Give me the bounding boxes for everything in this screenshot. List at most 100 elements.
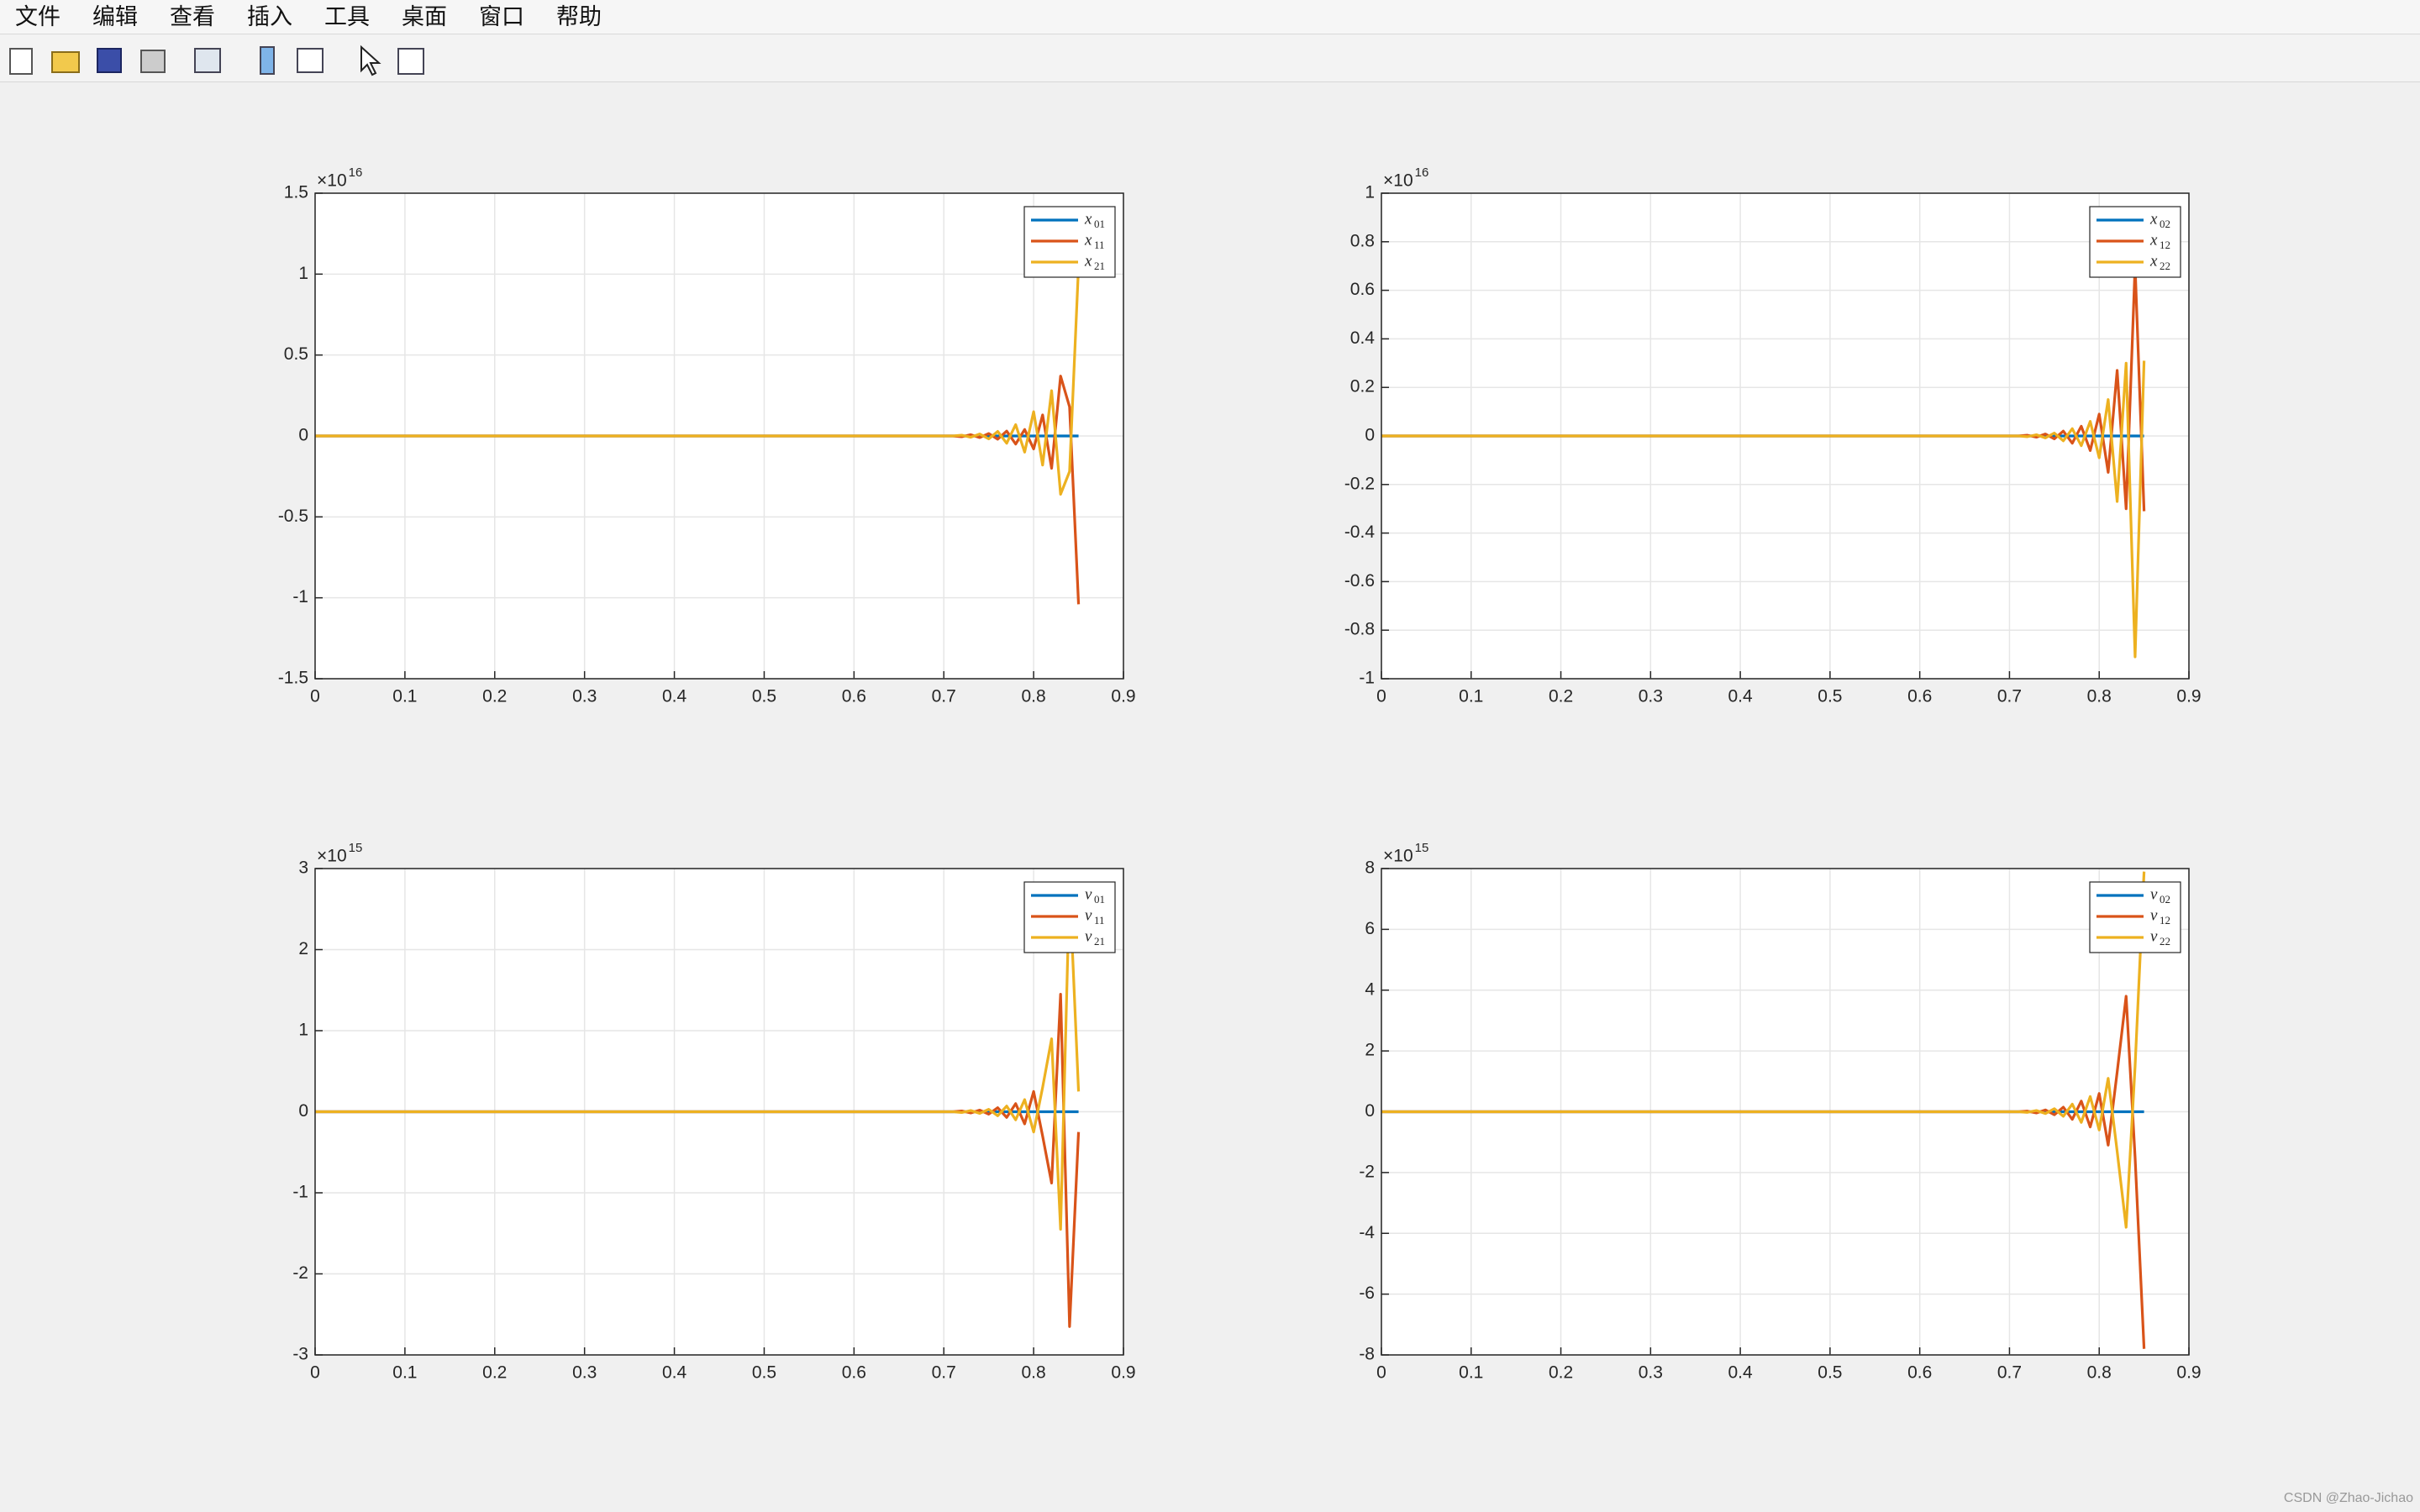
x-tick-label: 0.8: [1022, 1363, 1046, 1383]
x-tick-label: 0.5: [752, 687, 776, 706]
legend-label: x: [2149, 231, 2158, 249]
legend-label: x: [1084, 210, 1092, 228]
axes: 0 0.1 0.2 0.3 0.4 0.5 0.6 0.7 0.8 0.9-8-6-4-20246…: [1359, 841, 2201, 1383]
y-tick-label: 6: [1365, 919, 1375, 938]
x-tick-label: 0.9: [1111, 687, 1135, 706]
legend-label: v: [2150, 885, 2158, 903]
y-tick-label: 0.4: [1350, 328, 1376, 348]
menu-item[interactable]: 查看: [170, 4, 215, 29]
data-line: [315, 883, 1081, 1231]
x-tick-label: 0.4: [1728, 687, 1754, 706]
y-tick-label: -3: [292, 1345, 308, 1364]
axes: 0 0.1 0.2 0.3 0.4 0.5 0.6 0.7 0.8 0.9 -1.5 -1 -0.5 0 0…: [278, 165, 1136, 706]
menu-item[interactable]: 文件: [15, 4, 60, 29]
x-tick-label: 0.6: [1907, 1363, 1932, 1383]
y-tick-label: 0: [1365, 426, 1375, 445]
legend-subscript: 12: [2160, 914, 2170, 927]
legend-subscript: 02: [2160, 218, 2170, 230]
legend-subscript: 21: [1094, 260, 1105, 272]
y-tick-label: -2: [292, 1263, 308, 1283]
x-tick-label: 0.1: [392, 1363, 417, 1383]
x-tick-label: 0.5: [1818, 687, 1842, 706]
y-tick-label: -8: [1359, 1345, 1375, 1364]
x-tick-label: 0.2: [1549, 1363, 1573, 1383]
x-tick-label: 0.6: [842, 687, 866, 706]
y-tick-label: 1: [298, 1021, 308, 1040]
data-line: [1381, 360, 2146, 659]
y-tick-label: -6: [1359, 1284, 1375, 1303]
print-icon[interactable]: [140, 50, 166, 73]
legend-subscript: 11: [1094, 914, 1105, 927]
axes-frame: [1381, 868, 2190, 1356]
x-tick-label: 0: [310, 687, 320, 706]
y-tick-label: 0: [1365, 1101, 1375, 1121]
x-tick-label: 0.7: [932, 1363, 956, 1383]
y-tick-label: -1: [292, 1183, 308, 1202]
y-tick-label: -0.5: [278, 507, 308, 526]
legend-label: v: [2150, 906, 2158, 924]
legend-icon[interactable]: [297, 48, 324, 73]
x-tick-label: 0.7: [1997, 687, 2022, 706]
y-tick-label: 4: [1365, 979, 1375, 999]
print-preview-icon[interactable]: [194, 48, 221, 73]
data-line: [315, 265, 1081, 496]
x-tick-label: 0.1: [392, 687, 417, 706]
y-exponent: 16: [1415, 165, 1429, 180]
axes: 0 0.1 0.2 0.3 0.4 0.5 0.6 0.7 0.8 0.9-3-2-10123×1…: [292, 841, 1135, 1383]
property-editor-icon[interactable]: [397, 48, 424, 75]
y-tick-label: 0.8: [1350, 231, 1375, 250]
y-tick-label: 3: [298, 858, 308, 878]
legend-subscript: 11: [1094, 239, 1105, 251]
x-tick-label: 0: [310, 1363, 320, 1383]
legend-label: x: [2149, 252, 2158, 270]
x-tick-label: 0.2: [1549, 687, 1573, 706]
new-icon[interactable]: [9, 48, 33, 75]
menu-item[interactable]: 帮助: [556, 4, 602, 29]
x-tick-label: 0.1: [1459, 1363, 1483, 1383]
x-tick-label: 0: [1376, 687, 1386, 706]
legend-label: x: [2149, 210, 2158, 228]
menu-item[interactable]: 编辑: [92, 4, 138, 29]
legend-subscript: 22: [2160, 935, 2170, 948]
y-tick-label: -0.4: [1344, 522, 1376, 542]
open-icon[interactable]: [51, 51, 80, 73]
y-exponent: 15: [349, 841, 363, 855]
pointer-icon[interactable]: [360, 45, 381, 76]
y-tick-label: 1.5: [284, 183, 308, 202]
x-tick-label: 0.4: [662, 1363, 687, 1383]
y-exponent: 15: [1415, 841, 1429, 855]
legend-subscript: 22: [2160, 260, 2170, 272]
menu-item[interactable]: 插入: [247, 4, 292, 29]
y-tick-label: 0: [298, 1101, 308, 1121]
menu-item[interactable]: 桌面: [402, 4, 447, 29]
y-tick-label: -0.2: [1344, 474, 1375, 493]
y-multiplier: ×10: [317, 847, 347, 866]
y-tick-label: 0.2: [1350, 377, 1375, 396]
x-tick-label: 0.3: [1639, 687, 1663, 706]
y-tick-label: 2: [298, 939, 308, 958]
y-tick-label: 0.5: [284, 344, 308, 364]
legend-subscript: 12: [2160, 239, 2170, 251]
x-tick-label: 0.9: [1111, 1363, 1135, 1383]
colorbar-icon[interactable]: [260, 46, 275, 75]
x-tick-label: 0.7: [932, 687, 956, 706]
legend-label: v: [1085, 927, 1092, 945]
legend-subscript: 01: [1094, 893, 1105, 906]
save-icon[interactable]: [97, 48, 122, 73]
x-tick-label: 0.8: [2087, 1363, 2112, 1383]
legend-label: x: [1084, 252, 1092, 270]
menu-item[interactable]: 工具: [324, 4, 370, 29]
x-tick-label: 0.3: [1639, 1363, 1663, 1383]
y-tick-label: -1: [1359, 669, 1375, 688]
x-tick-label: 0.6: [1907, 687, 1932, 706]
y-tick-label: 2: [1365, 1041, 1375, 1060]
axes-frame: [314, 868, 1124, 1356]
x-tick-label: 0.8: [1022, 687, 1046, 706]
menu-item[interactable]: 窗口: [479, 4, 524, 29]
data-line: [1381, 871, 2146, 1229]
y-tick-label: -2: [1359, 1162, 1375, 1181]
y-multiplier: ×10: [1383, 847, 1413, 866]
y-tick-label: -0.6: [1344, 571, 1375, 591]
axes: 0 0.1 0.2 0.3 0.4 0.5 0.6 0.7 0.8 0.9 -1 -0.8 -0.6 -0…: [1344, 165, 2202, 706]
legend-label: v: [1085, 885, 1092, 903]
